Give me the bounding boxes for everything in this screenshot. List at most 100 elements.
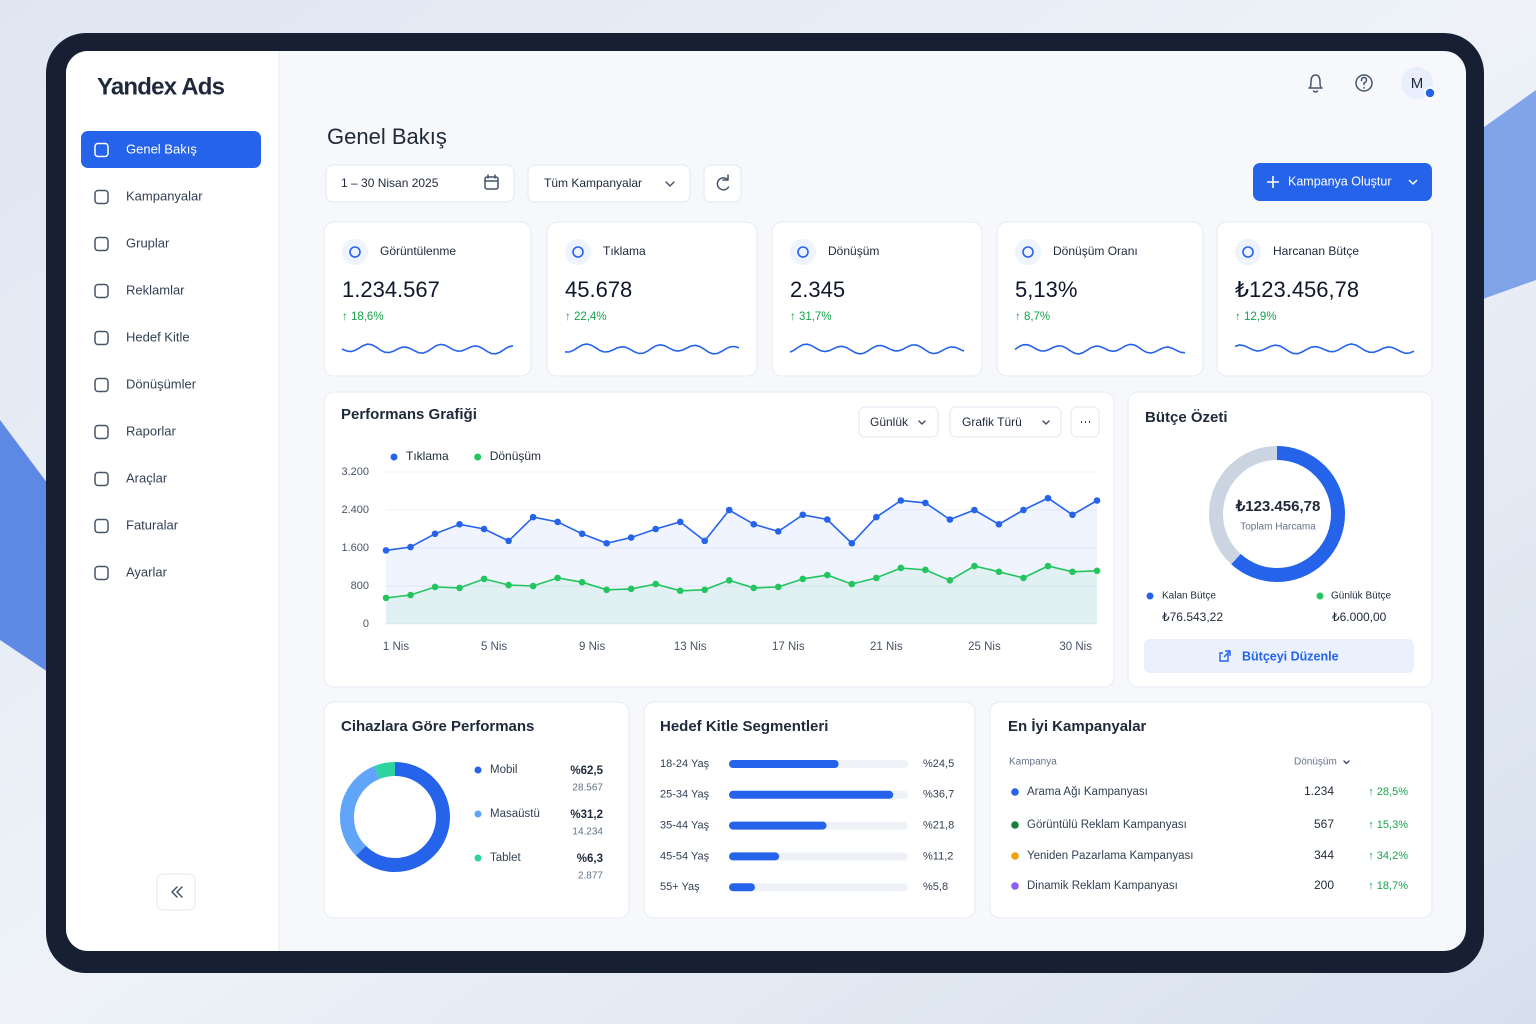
x-tick-label: 13 Nis bbox=[674, 641, 707, 653]
data-point bbox=[1020, 506, 1027, 514]
nav-item[interactable]: Reklamlar bbox=[126, 282, 185, 297]
sparkline bbox=[341, 343, 514, 355]
data-point bbox=[1020, 574, 1027, 582]
nav-item[interactable]: Araçlar bbox=[126, 470, 168, 485]
data-point bbox=[873, 574, 880, 582]
chart-type-select[interactable] bbox=[949, 406, 1062, 438]
nav-item[interactable]: Faturalar bbox=[126, 517, 179, 532]
nav-icon bbox=[94, 471, 109, 487]
card-title: Bütçe Özeti bbox=[1145, 409, 1228, 426]
kpi-change: ↑ 22,4% bbox=[565, 311, 607, 323]
performance-card bbox=[323, 391, 1115, 688]
data-point bbox=[578, 530, 586, 538]
kpi-value: 2.345 bbox=[790, 277, 845, 302]
data-point bbox=[480, 525, 488, 533]
help-icon[interactable] bbox=[1355, 74, 1373, 92]
plus-icon bbox=[1267, 176, 1279, 188]
bar bbox=[729, 821, 827, 830]
kpi-card bbox=[546, 221, 758, 377]
x-tick-label: 25 Nis bbox=[968, 641, 1001, 653]
data-point bbox=[725, 577, 733, 584]
data-point bbox=[971, 506, 978, 514]
data-point bbox=[676, 518, 684, 526]
kpi-icon bbox=[572, 246, 584, 258]
segment-name: 25-34 Yaş bbox=[660, 789, 710, 801]
collapse-button[interactable] bbox=[156, 873, 196, 911]
nav-item[interactable]: Gruplar bbox=[126, 235, 170, 250]
device-share: %31,2 bbox=[570, 809, 603, 821]
nav-item[interactable]: Kampanyalar bbox=[126, 188, 203, 203]
campaign-change: ↑ 18,7% bbox=[1368, 880, 1408, 892]
help-mark bbox=[1360, 76, 1368, 89]
budget-caption: Toplam Harcama bbox=[1240, 522, 1316, 533]
nav-active-bg bbox=[81, 131, 261, 168]
legend-dot bbox=[390, 453, 398, 461]
data-point bbox=[873, 513, 880, 521]
nav-icon bbox=[94, 330, 109, 346]
segment-name: 55+ Yaş bbox=[660, 881, 700, 893]
campaign-conversions: 1.234 bbox=[1304, 784, 1334, 798]
chevron bbox=[1408, 179, 1418, 186]
area-fill bbox=[386, 566, 1097, 624]
data-point bbox=[627, 534, 635, 541]
nav-icon bbox=[94, 424, 109, 440]
kpi-value: 45.678 bbox=[565, 277, 632, 302]
sort-icon bbox=[1343, 760, 1350, 765]
legend-dot bbox=[474, 453, 482, 461]
x-tick-label: 9 Nis bbox=[579, 641, 605, 653]
avatar-initial: M bbox=[1411, 75, 1424, 92]
interval-select[interactable] bbox=[858, 406, 939, 438]
kpi-card bbox=[1216, 221, 1433, 377]
sidebar bbox=[66, 51, 279, 951]
data-point bbox=[407, 543, 414, 551]
area-fill bbox=[386, 498, 1097, 624]
card-title: Cihazlara Göre Performans bbox=[341, 718, 534, 735]
campaign-conversions: 200 bbox=[1314, 878, 1334, 892]
data-point bbox=[382, 547, 390, 554]
campaign-dot bbox=[1011, 821, 1019, 829]
budget-total: ₺123.456,78 bbox=[1235, 498, 1321, 515]
nav-item[interactable]: Hedef Kitle bbox=[126, 329, 190, 344]
date-filter[interactable] bbox=[325, 164, 515, 203]
data-point bbox=[456, 584, 463, 592]
refresh-button[interactable] bbox=[703, 164, 742, 203]
segment-share: %5,8 bbox=[923, 881, 948, 893]
y-tick-label: 0 bbox=[363, 618, 369, 630]
data-point bbox=[603, 586, 610, 594]
legend-dot bbox=[474, 810, 482, 818]
column-header: Kampanya bbox=[1009, 757, 1057, 768]
column-header[interactable]: Dönüşüm bbox=[1294, 757, 1337, 768]
campaign-dot bbox=[1011, 852, 1019, 860]
device-count: 2.877 bbox=[578, 871, 603, 882]
nav-item[interactable]: Dönüşümler bbox=[126, 376, 197, 391]
campaign-name[interactable]: Dinamik Reklam Kampanyası bbox=[1027, 880, 1178, 892]
kpi-change: ↑ 8,7% bbox=[1015, 311, 1050, 323]
data-point bbox=[1093, 497, 1101, 504]
data-point bbox=[701, 537, 709, 545]
edit-budget-button[interactable] bbox=[1144, 639, 1414, 673]
campaign-filter[interactable] bbox=[527, 164, 691, 203]
campaign-name[interactable]: Görüntülü Reklam Kampanyası bbox=[1027, 819, 1187, 831]
kpi-change: ↑ 31,7% bbox=[790, 311, 832, 323]
budget-card bbox=[1127, 391, 1433, 688]
chevron bbox=[665, 181, 675, 187]
data-point bbox=[897, 564, 905, 572]
nav-icon bbox=[94, 283, 109, 299]
kpi-icon bbox=[1242, 246, 1254, 258]
nav-item[interactable]: Ayarlar bbox=[126, 564, 168, 579]
bar bbox=[729, 790, 894, 799]
create-campaign-button[interactable] bbox=[1253, 163, 1432, 201]
date-range: 1 – 30 Nisan 2025 bbox=[341, 176, 439, 190]
nav-icon bbox=[94, 236, 109, 252]
data-point bbox=[627, 585, 635, 593]
bell-icon[interactable] bbox=[1308, 74, 1323, 93]
chart-type-label: Grafik Türü bbox=[962, 415, 1022, 429]
nav-icon bbox=[94, 189, 109, 205]
campaign-name[interactable]: Yeniden Pazarlama Kampanyası bbox=[1027, 850, 1193, 862]
kpi-value: ₺123.456,78 bbox=[1235, 277, 1359, 302]
nav-item[interactable]: Raporlar bbox=[126, 423, 177, 438]
kpi-icon-bg bbox=[1235, 239, 1261, 265]
data-point bbox=[995, 568, 1003, 576]
campaign-name[interactable]: Arama Ağı Kampanyası bbox=[1027, 786, 1148, 798]
nav-item[interactable]: Genel Bakış bbox=[126, 141, 197, 156]
